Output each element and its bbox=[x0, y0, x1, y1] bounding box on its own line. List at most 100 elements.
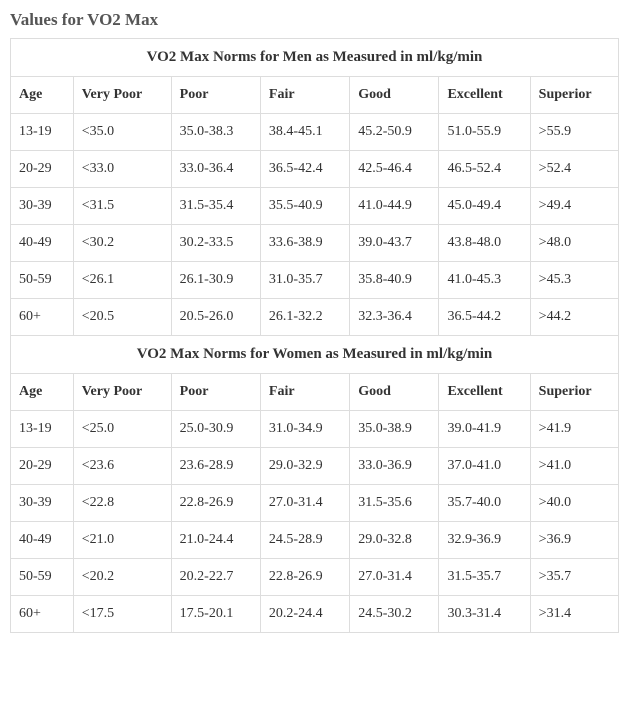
table-cell: 33.0-36.4 bbox=[171, 151, 260, 188]
table-cell: 20-29 bbox=[11, 448, 74, 485]
column-header-very-poor: Very Poor bbox=[73, 77, 171, 114]
table-cell: 31.5-35.7 bbox=[439, 559, 530, 596]
table-cell: >45.3 bbox=[530, 262, 618, 299]
table-cell: 20.5-26.0 bbox=[171, 299, 260, 336]
table-cell: 33.6-38.9 bbox=[260, 225, 349, 262]
table-cell: >52.4 bbox=[530, 151, 618, 188]
table-cell: 17.5-20.1 bbox=[171, 596, 260, 633]
table-cell: <20.2 bbox=[73, 559, 171, 596]
table-cell: 24.5-28.9 bbox=[260, 522, 349, 559]
table-cell: 39.0-41.9 bbox=[439, 411, 530, 448]
table-cell: <21.0 bbox=[73, 522, 171, 559]
table-cell: 40-49 bbox=[11, 225, 74, 262]
table-cell: <25.0 bbox=[73, 411, 171, 448]
table-cell: 31.0-35.7 bbox=[260, 262, 349, 299]
table-row: 60+<20.520.5-26.026.1-32.232.3-36.436.5-… bbox=[11, 299, 619, 336]
table-cell: 41.0-44.9 bbox=[350, 188, 439, 225]
table-cell: 20.2-24.4 bbox=[260, 596, 349, 633]
table-cell: 21.0-24.4 bbox=[171, 522, 260, 559]
table-cell: 26.1-32.2 bbox=[260, 299, 349, 336]
table-cell: 13-19 bbox=[11, 114, 74, 151]
table-cell: 20.2-22.7 bbox=[171, 559, 260, 596]
table-cell: 43.8-48.0 bbox=[439, 225, 530, 262]
table-cell: 24.5-30.2 bbox=[350, 596, 439, 633]
column-header-good: Good bbox=[350, 374, 439, 411]
table-cell: 25.0-30.9 bbox=[171, 411, 260, 448]
table-row: 60+<17.517.5-20.120.2-24.424.5-30.230.3-… bbox=[11, 596, 619, 633]
table-cell: 37.0-41.0 bbox=[439, 448, 530, 485]
table-cell: <30.2 bbox=[73, 225, 171, 262]
table-cell: >36.9 bbox=[530, 522, 618, 559]
table-row: 20-29<33.033.0-36.436.5-42.442.5-46.446.… bbox=[11, 151, 619, 188]
column-header-excellent: Excellent bbox=[439, 374, 530, 411]
column-header-fair: Fair bbox=[260, 77, 349, 114]
table-cell: <26.1 bbox=[73, 262, 171, 299]
table-cell: 22.8-26.9 bbox=[171, 485, 260, 522]
table-cell: 45.0-49.4 bbox=[439, 188, 530, 225]
table-cell: 30.3-31.4 bbox=[439, 596, 530, 633]
table-cell: 27.0-31.4 bbox=[350, 559, 439, 596]
column-header-very-poor: Very Poor bbox=[73, 374, 171, 411]
table-cell: >55.9 bbox=[530, 114, 618, 151]
column-header-age: Age bbox=[11, 77, 74, 114]
table-cell: 36.5-44.2 bbox=[439, 299, 530, 336]
column-header-superior: Superior bbox=[530, 77, 618, 114]
table-cell: 32.9-36.9 bbox=[439, 522, 530, 559]
table-cell: 35.0-38.3 bbox=[171, 114, 260, 151]
table-cell: 13-19 bbox=[11, 411, 74, 448]
table-cell: <22.8 bbox=[73, 485, 171, 522]
page-title: Values for VO2 Max bbox=[10, 10, 619, 30]
column-header-excellent: Excellent bbox=[439, 77, 530, 114]
table-cell: 41.0-45.3 bbox=[439, 262, 530, 299]
table-cell: <20.5 bbox=[73, 299, 171, 336]
table-cell: >44.2 bbox=[530, 299, 618, 336]
table-cell: 31.5-35.6 bbox=[350, 485, 439, 522]
table-cell: 20-29 bbox=[11, 151, 74, 188]
vo2-max-table: VO2 Max Norms for Men as Measured in ml/… bbox=[10, 38, 619, 633]
table-cell: 27.0-31.4 bbox=[260, 485, 349, 522]
column-header-poor: Poor bbox=[171, 374, 260, 411]
table-cell: 29.0-32.9 bbox=[260, 448, 349, 485]
column-header-good: Good bbox=[350, 77, 439, 114]
men-section-title: VO2 Max Norms for Men as Measured in ml/… bbox=[11, 39, 619, 77]
table-cell: >48.0 bbox=[530, 225, 618, 262]
table-cell: 31.5-35.4 bbox=[171, 188, 260, 225]
table-cell: <31.5 bbox=[73, 188, 171, 225]
table-cell: >41.9 bbox=[530, 411, 618, 448]
table-cell: 30-39 bbox=[11, 188, 74, 225]
table-cell: <35.0 bbox=[73, 114, 171, 151]
table-cell: 30.2-33.5 bbox=[171, 225, 260, 262]
table-cell: 36.5-42.4 bbox=[260, 151, 349, 188]
table-cell: 33.0-36.9 bbox=[350, 448, 439, 485]
table-cell: >40.0 bbox=[530, 485, 618, 522]
table-cell: <23.6 bbox=[73, 448, 171, 485]
table-cell: 32.3-36.4 bbox=[350, 299, 439, 336]
table-cell: 22.8-26.9 bbox=[260, 559, 349, 596]
table-cell: 35.8-40.9 bbox=[350, 262, 439, 299]
table-row: 13-19<25.025.0-30.931.0-34.935.0-38.939.… bbox=[11, 411, 619, 448]
table-row: 30-39<22.822.8-26.927.0-31.431.5-35.635.… bbox=[11, 485, 619, 522]
table-cell: 29.0-32.8 bbox=[350, 522, 439, 559]
column-header-poor: Poor bbox=[171, 77, 260, 114]
column-header-age: Age bbox=[11, 374, 74, 411]
women-section-title: VO2 Max Norms for Women as Measured in m… bbox=[11, 336, 619, 374]
table-cell: 35.5-40.9 bbox=[260, 188, 349, 225]
table-cell: 35.0-38.9 bbox=[350, 411, 439, 448]
table-cell: >35.7 bbox=[530, 559, 618, 596]
column-header-superior: Superior bbox=[530, 374, 618, 411]
table-cell: >41.0 bbox=[530, 448, 618, 485]
table-cell: 38.4-45.1 bbox=[260, 114, 349, 151]
table-row: 40-49<30.230.2-33.533.6-38.939.0-43.743.… bbox=[11, 225, 619, 262]
table-row: 50-59<26.126.1-30.931.0-35.735.8-40.941.… bbox=[11, 262, 619, 299]
table-cell: 50-59 bbox=[11, 559, 74, 596]
table-cell: 60+ bbox=[11, 596, 74, 633]
table-cell: 40-49 bbox=[11, 522, 74, 559]
table-cell: <17.5 bbox=[73, 596, 171, 633]
table-cell: 23.6-28.9 bbox=[171, 448, 260, 485]
table-cell: 31.0-34.9 bbox=[260, 411, 349, 448]
table-cell: 42.5-46.4 bbox=[350, 151, 439, 188]
table-row: 40-49<21.021.0-24.424.5-28.929.0-32.832.… bbox=[11, 522, 619, 559]
table-row: 20-29<23.623.6-28.929.0-32.933.0-36.937.… bbox=[11, 448, 619, 485]
table-cell: 46.5-52.4 bbox=[439, 151, 530, 188]
table-cell: 51.0-55.9 bbox=[439, 114, 530, 151]
